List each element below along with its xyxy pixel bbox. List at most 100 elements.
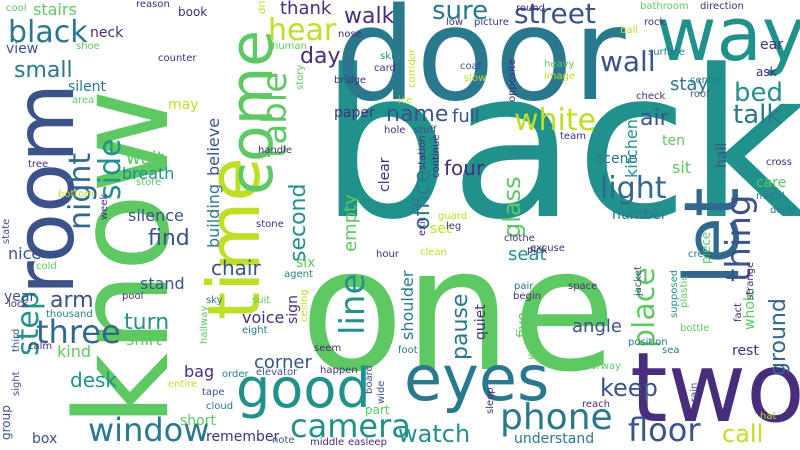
word-fact: fact xyxy=(733,302,744,322)
word-jacket: jacket xyxy=(633,266,644,296)
word-stairs: stairs xyxy=(33,0,77,19)
word-ball: ball xyxy=(620,25,639,36)
word-exit: exit xyxy=(417,217,428,236)
word-roof: roof xyxy=(690,89,710,100)
word-arm: arm xyxy=(50,288,94,313)
word-hole: hole xyxy=(384,125,406,136)
word-hear: hear xyxy=(268,13,337,48)
word-call: call xyxy=(722,420,764,448)
word-four: four xyxy=(444,156,485,180)
word-suit: suit xyxy=(252,295,271,306)
word-center: center xyxy=(690,75,723,86)
word-ceiling: ceiling xyxy=(299,289,310,322)
word-hat: hat xyxy=(760,411,777,422)
word-area: area xyxy=(72,95,95,106)
word-light: light xyxy=(600,171,667,206)
word-opposite: opposite xyxy=(507,59,518,102)
word-seem: seem xyxy=(314,343,342,354)
word-slow: slow xyxy=(464,73,487,84)
word-wide: wide xyxy=(376,380,387,404)
word-skin: skin xyxy=(380,51,401,62)
word-surface: surface xyxy=(648,47,685,58)
word-second: second xyxy=(286,183,311,262)
word-book: book xyxy=(178,5,208,19)
word-pool: pool xyxy=(122,291,144,302)
word-empty: empty xyxy=(340,194,361,252)
word-air: air xyxy=(640,106,669,131)
word-stay: stay xyxy=(670,74,709,95)
word-stone: stone xyxy=(256,219,284,230)
word-back: back xyxy=(320,27,800,265)
word-entire: entire xyxy=(168,379,198,390)
word-lock: lock xyxy=(8,299,29,310)
word-week: week xyxy=(99,193,110,220)
word-ground: ground xyxy=(766,298,791,376)
word-bag: bag xyxy=(184,362,215,381)
word-cold: cold xyxy=(36,261,57,272)
word-quiet: quiet xyxy=(473,304,489,340)
word-neck: neck xyxy=(90,25,124,41)
word-human: human xyxy=(272,41,307,52)
word-floor: floor xyxy=(628,411,701,449)
word-strange: strange xyxy=(745,261,756,300)
word-pair: pair xyxy=(514,281,534,292)
word-nice: nice xyxy=(8,244,42,263)
word-believe: believe xyxy=(204,117,223,176)
word-reach: reach xyxy=(582,399,611,410)
word-nose: nose xyxy=(338,29,362,40)
word-middle: middle xyxy=(310,437,345,448)
word-breath: breath xyxy=(122,164,175,183)
word-hour: hour xyxy=(376,249,399,260)
word-heavy: heavy xyxy=(544,59,575,70)
word-five: five xyxy=(515,312,531,338)
word-crew: crew xyxy=(688,249,712,260)
word-bottle: bottle xyxy=(680,323,710,334)
word-easleep: easleep xyxy=(348,437,387,448)
word-rock: rock xyxy=(644,17,666,28)
word-shoulder: shoulder xyxy=(398,270,417,340)
word-ten: ten xyxy=(662,133,685,149)
word-window: window xyxy=(88,411,210,449)
word-tree: tree xyxy=(28,159,49,170)
word-position: position xyxy=(628,337,668,348)
word-tape: tape xyxy=(202,387,225,398)
word-talk: talk xyxy=(733,100,782,130)
word-direction: direction xyxy=(700,1,744,12)
word-cloud: cloud xyxy=(206,401,234,412)
word-good: good xyxy=(236,357,371,420)
word-station: station xyxy=(417,135,428,170)
word-wait: wait xyxy=(126,148,164,169)
word-white: white xyxy=(514,103,597,138)
word-ear: ear xyxy=(760,37,783,53)
word-excuse: excuse xyxy=(530,243,565,254)
word-line: line xyxy=(333,273,373,335)
word-happen: happen xyxy=(320,365,358,376)
word-pick: pick xyxy=(527,245,548,256)
word-camera: camera xyxy=(290,407,411,445)
word-hall: hall xyxy=(714,142,730,168)
word-voice: voice xyxy=(242,308,285,327)
word-handle: handle xyxy=(258,145,293,156)
word-stand: stand xyxy=(140,274,185,293)
word-one: one xyxy=(300,212,617,410)
word-clean: clean xyxy=(420,247,447,258)
word-image: image xyxy=(544,71,576,82)
word-kitchen: kitchen xyxy=(622,119,641,178)
word-bottom: bottom xyxy=(58,189,95,200)
word-paper: paper xyxy=(334,105,375,121)
word-find: find xyxy=(148,226,190,251)
word-view: view xyxy=(6,41,39,57)
word-thank: thank xyxy=(280,0,332,19)
word-begin: begin xyxy=(513,291,541,302)
word-low: low xyxy=(446,17,464,28)
word-space: space xyxy=(568,281,598,292)
word-angle: angle xyxy=(572,316,622,337)
word-turn: turn xyxy=(124,310,170,335)
word-thousand: thousand xyxy=(46,309,93,320)
word-pause: pause xyxy=(448,293,473,360)
word-rest: rest xyxy=(732,343,759,359)
word-hallway: hallway xyxy=(199,305,210,344)
word-continue: continue xyxy=(431,134,442,178)
word-bed: bed xyxy=(734,78,784,108)
word-safe: safe xyxy=(528,351,550,362)
